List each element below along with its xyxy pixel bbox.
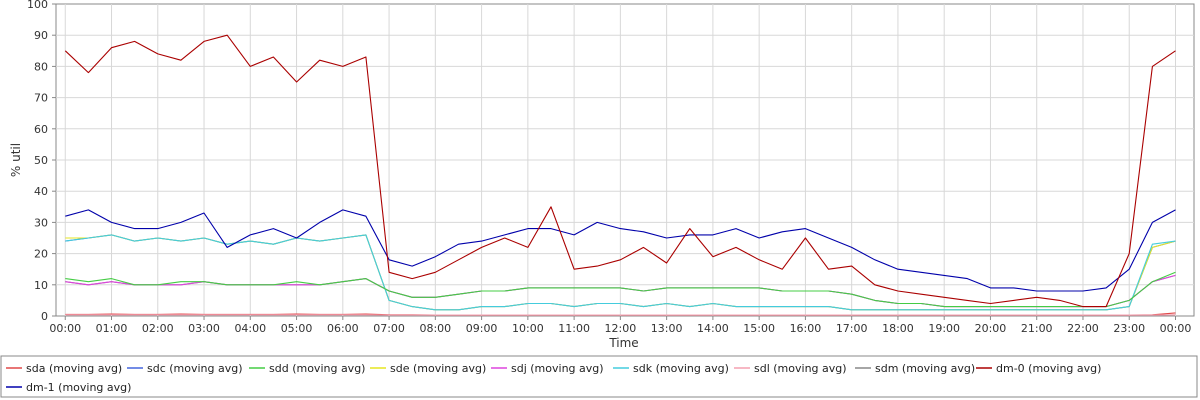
x-tick-label: 19:00: [928, 322, 960, 335]
x-tick-label: 09:00: [466, 322, 498, 335]
y-tick-label: 20: [34, 248, 48, 261]
legend-entry: sdl (moving avg): [754, 362, 847, 375]
legend-entry: sdd (moving avg): [269, 362, 365, 375]
x-tick-label: 17:00: [836, 322, 868, 335]
series-line-5: [65, 234, 1176, 311]
legend-entry: dm-1 (moving avg): [26, 381, 131, 394]
x-tick-label: 08:00: [419, 322, 451, 335]
y-tick-label: 50: [34, 154, 48, 167]
x-tick-label: 04:00: [234, 322, 266, 335]
y-tick-label: 100: [27, 0, 48, 11]
x-tick-label: 18:00: [882, 322, 914, 335]
legend-entry: sdc (moving avg): [147, 362, 243, 375]
series-line-9: [65, 209, 1176, 292]
x-tick-label: 16:00: [790, 322, 822, 335]
x-tick-label: 01:00: [96, 322, 128, 335]
x-tick-label: 02:00: [142, 322, 174, 335]
x-axis-title: Time: [608, 336, 638, 350]
series-lines: [64, 34, 1176, 316]
x-tick-label: 00:00: [49, 322, 81, 335]
x-tick-label: 23:00: [1113, 322, 1145, 335]
y-axis-ticks: 0 10 20 30 40 50 60 70 80 90 100: [27, 0, 56, 323]
x-tick-label: 11:00: [558, 322, 590, 335]
gridlines: [56, 4, 1194, 316]
legend-entry: dm-0 (moving avg): [996, 362, 1101, 375]
legend-entry: sdj (moving avg): [511, 362, 604, 375]
legend-entry: sdm (moving avg): [875, 362, 975, 375]
x-tick-label: 15:00: [743, 322, 775, 335]
legend-box: [0, 355, 1198, 398]
y-tick-label: 60: [34, 123, 48, 136]
legend-entry: sdk (moving avg): [633, 362, 729, 375]
y-tick-label: 80: [34, 60, 48, 73]
x-tick-label: 06:00: [327, 322, 359, 335]
x-tick-label: 22:00: [1067, 322, 1099, 335]
y-tick-label: 90: [34, 29, 48, 42]
x-tick-label: 20:00: [975, 322, 1007, 335]
legend-entry: sda (moving avg): [26, 362, 122, 375]
x-tick-label: 13:00: [651, 322, 683, 335]
y-axis-title: % util: [9, 143, 23, 177]
x-tick-label: 03:00: [188, 322, 220, 335]
series-line-8: [64, 34, 1176, 308]
legend: sda (moving avg) sdc (moving avg) sdd (mov…: [6, 362, 1101, 394]
x-tick-label: 00:00: [1160, 322, 1192, 335]
y-tick-label: 70: [34, 92, 48, 105]
legend-entry: sde (moving avg): [390, 362, 486, 375]
y-tick-label: 30: [34, 216, 48, 229]
x-tick-label: 05:00: [281, 322, 313, 335]
x-tick-label: 10:00: [512, 322, 544, 335]
x-tick-label: 14:00: [697, 322, 729, 335]
y-tick-label: 10: [34, 279, 48, 292]
y-tick-label: 40: [34, 185, 48, 198]
x-tick-label: 07:00: [373, 322, 405, 335]
series-line-2: [65, 271, 1176, 308]
y-tick-label: 0: [41, 310, 48, 323]
x-tick-label: 12:00: [605, 322, 637, 335]
x-tick-label: 21:00: [1021, 322, 1053, 335]
x-axis-ticks: 00:00 01:00 02:00 03:00 04:00 05:00 06:00 07:00…: [49, 316, 1191, 335]
